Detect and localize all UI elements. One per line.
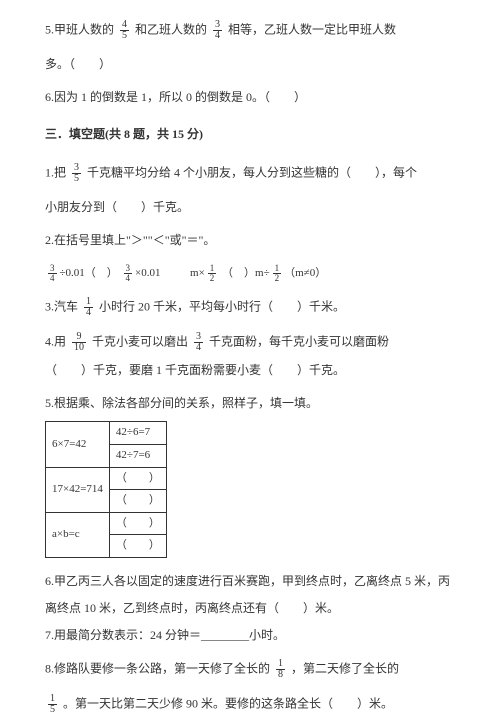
eq2a: m× xyxy=(190,267,205,279)
s3q3-text-1: 3.汽车 xyxy=(45,299,78,313)
s3q8-text-3: 。第一天比第二天少修 90 米。要修的这条路全长（ ）米。 xyxy=(63,697,393,711)
s3-question-3: 3.汽车 1 4 小时行 20 千米，平均每小时行（ ）千米。 xyxy=(45,297,455,318)
fraction-3-5: 3 5 xyxy=(72,163,81,184)
s3-question-6-l1: 6.甲乙丙三人各以固定的速度进行百米赛跑，甲到终点时，乙离终点 5 米，丙 xyxy=(45,572,455,591)
t-r5c2: （ ） xyxy=(109,512,166,535)
s3q4-text-3: 千克面粉，每千克小麦可以磨面粉 xyxy=(209,334,389,348)
fraction-9-10: 9 10 xyxy=(72,332,86,353)
relation-table: 6×7=42 42÷6=7 42÷7=6 17×42=714 （ ） （ ） a… xyxy=(45,421,167,558)
s3-question-2-equations: 3 4 ÷0.01（ ） 3 4 ×0.01 m× 1 2 （ ）m÷ 1 2 … xyxy=(45,264,455,283)
t-r2c2: 42÷7=6 xyxy=(109,444,166,467)
fraction-1-2-a: 1 2 xyxy=(208,264,217,283)
fraction-1-5: 1 5 xyxy=(48,694,57,715)
s3-question-1-line2: 小朋友分到（ ）千克。 xyxy=(45,198,455,217)
s3-question-7: 7.用最简分数表示：24 分钟＝________小时。 xyxy=(45,626,455,645)
eq2b: （ ）m÷ xyxy=(222,267,270,279)
s3q1-text-1: 1.把 xyxy=(45,165,66,179)
s3q8-text-2: ，第二天修了全长的 xyxy=(291,662,399,676)
s3-question-4-line2: （ ）千克，要磨 1 千克面粉需要小麦（ ）千克。 xyxy=(45,361,455,380)
s3-question-6-l2: 离终点 10 米，乙到终点时，丙离终点还有（ ）米。 xyxy=(45,599,455,618)
s3q1-text-2: 千克糖平均分给 4 个小朋友，每人分到这些糖的（ ），每个 xyxy=(87,165,417,179)
q5-text-3: 相等，乙班人数一定比甲班人数 xyxy=(228,22,396,36)
eq1b: ×0.01 xyxy=(135,267,160,279)
t-r5c1: a×b=c xyxy=(46,512,110,557)
eq1a: ÷0.01（ ） xyxy=(60,267,118,279)
question-5-line2: 多。（ ） xyxy=(45,55,455,74)
s3-question-8: 8.修路队要修一条公路，第一天修了全长的 1 8 ，第二天修了全长的 xyxy=(45,659,455,680)
s3q3-text-2: 小时行 20 千米，平均每小时行（ ）千米。 xyxy=(99,299,345,313)
fraction-3-4: 3 4 xyxy=(213,20,222,41)
t-r1c2: 42÷6=7 xyxy=(109,422,166,445)
fraction-3-4-c: 3 4 xyxy=(194,332,203,353)
fraction-1-4: 1 4 xyxy=(84,297,93,318)
eq2c: （m≠0） xyxy=(284,267,326,279)
s3q4-text-2: 千克小麦可以磨出 xyxy=(92,334,188,348)
s3-question-2-title: 2.在括号里填上"＞""＜"或"＝"。 xyxy=(45,231,455,250)
t-r1c1: 6×7=42 xyxy=(46,422,110,467)
q5-text-4: 多。（ ） xyxy=(45,57,111,71)
s3-question-4: 4.用 9 10 千克小麦可以磨出 3 4 千克面粉，每千克小麦可以磨面粉 xyxy=(45,332,455,353)
t-r3c1: 17×42=714 xyxy=(46,467,110,512)
s3-question-8-line2: 1 5 。第一天比第二天少修 90 米。要修的这条路全长（ ）米。 xyxy=(45,694,455,715)
fraction-1-2-b: 1 2 xyxy=(273,264,282,283)
s3-question-5: 5.根据乘、除法各部分间的关系，照样子，填一填。 xyxy=(45,394,455,413)
t-r3c2: （ ） xyxy=(109,467,166,490)
t-r6c2: （ ） xyxy=(109,535,166,558)
q5-text-2: 和乙班人数的 xyxy=(135,22,207,36)
q5-text-1: 5.甲班人数的 xyxy=(45,22,114,36)
fraction-1-8: 1 8 xyxy=(276,659,285,680)
fraction-4-5: 4 5 xyxy=(120,20,129,41)
t-r4c2: （ ） xyxy=(109,490,166,513)
section-3-title: 三．填空题(共 8 题，共 15 分) xyxy=(45,125,455,144)
question-5: 5.甲班人数的 4 5 和乙班人数的 3 4 相等，乙班人数一定比甲班人数 xyxy=(45,20,455,41)
fraction-3-4-a: 3 4 xyxy=(48,264,57,283)
question-6: 6.因为 1 的倒数是 1，所以 0 的倒数是 0。（ ） xyxy=(45,88,455,107)
s3q8-text-1: 8.修路队要修一条公路，第一天修了全长的 xyxy=(45,662,270,676)
s3q4-text-1: 4.用 xyxy=(45,334,66,348)
fraction-3-4-b: 3 4 xyxy=(124,264,133,283)
s3-question-1: 1.把 3 5 千克糖平均分给 4 个小朋友，每人分到这些糖的（ ），每个 xyxy=(45,163,455,184)
